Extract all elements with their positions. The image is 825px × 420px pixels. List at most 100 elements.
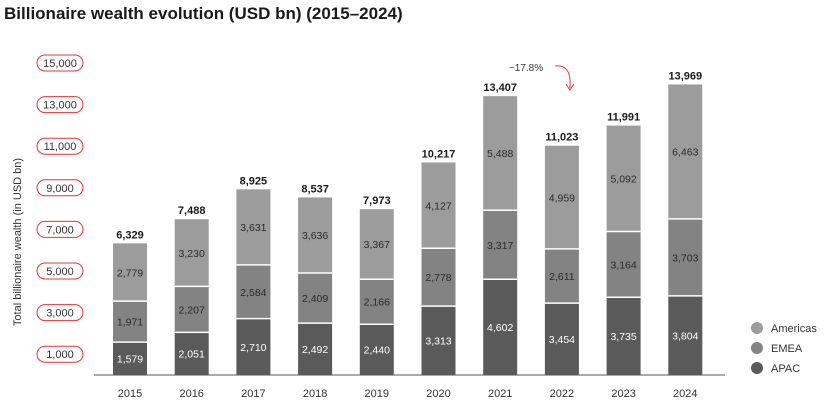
segment-americas-2023 bbox=[606, 125, 641, 232]
segment-emea-2022 bbox=[544, 248, 579, 304]
legend: Americas EMEA APAC bbox=[751, 322, 817, 375]
y-tick-label: 15,000 bbox=[43, 58, 77, 70]
change-annotation: −17.8% bbox=[509, 63, 575, 91]
segment-americas-2019 bbox=[359, 209, 394, 280]
legend-label: Americas bbox=[771, 323, 817, 335]
segment-apac-2017 bbox=[236, 318, 271, 375]
data-label-emea-2015: 1,971 bbox=[117, 317, 143, 329]
y-tick-label: 11,000 bbox=[44, 141, 77, 153]
x-tick-label-2019: 2019 bbox=[365, 388, 389, 400]
segment-emea-2017 bbox=[236, 264, 271, 319]
segment-emea-2019 bbox=[359, 279, 394, 325]
data-label-emea-2017: 2,584 bbox=[240, 287, 266, 299]
data-label-emea-2023: 3,164 bbox=[610, 259, 636, 271]
total-label-2019: 7,973 bbox=[363, 195, 391, 207]
annotation-arrow bbox=[555, 65, 571, 89]
segment-apac-2019 bbox=[359, 324, 394, 375]
total-label-2023: 11,991 bbox=[607, 112, 640, 124]
data-label-apac-2015: 1,579 bbox=[117, 354, 143, 366]
segment-apac-2020 bbox=[421, 306, 456, 375]
legend-marker bbox=[751, 342, 763, 354]
data-label-americas-2023: 5,092 bbox=[610, 174, 636, 186]
data-label-emea-2024: 3,703 bbox=[672, 252, 698, 264]
total-label-2024: 13,969 bbox=[668, 70, 702, 82]
data-label-apac-2016: 2,051 bbox=[179, 349, 205, 361]
data-label-americas-2024: 6,463 bbox=[672, 147, 698, 159]
bar-2024: 3,804 3,703 6,463 13,969 bbox=[668, 70, 703, 375]
bar-2019: 2,440 2,166 3,367 7,973 bbox=[359, 195, 394, 375]
bar-2021: 4,602 3,317 5,488 13,407 bbox=[483, 82, 518, 375]
legend-item-emea: EMEA bbox=[751, 342, 803, 355]
y-tick-label: 1,000 bbox=[46, 349, 74, 361]
y-tick-5,000: 5,000 bbox=[36, 262, 84, 280]
segment-americas-2020 bbox=[421, 162, 456, 249]
x-tick-label-2020: 2020 bbox=[426, 388, 450, 400]
segment-emea-2018 bbox=[298, 273, 333, 324]
y-tick-9,000: 9,000 bbox=[36, 179, 84, 197]
segment-apac-2018 bbox=[298, 323, 333, 375]
data-label-apac-2018: 2,492 bbox=[302, 344, 328, 356]
x-tick-label-2024: 2024 bbox=[673, 388, 697, 400]
bars: 1,579 1,971 2,779 6,329 2,051 2,207 3,230 7,488… bbox=[113, 70, 703, 375]
bar-2020: 3,313 2,778 4,127 10,217 bbox=[421, 148, 456, 375]
x-tick-label-2018: 2018 bbox=[303, 388, 327, 400]
segment-americas-2018 bbox=[298, 197, 333, 274]
x-tick-label-2015: 2015 bbox=[118, 388, 142, 400]
annotation-arrowhead bbox=[565, 83, 575, 91]
segment-apac-2024 bbox=[668, 295, 703, 375]
total-label-2022: 11,023 bbox=[545, 132, 578, 144]
segment-americas-2016 bbox=[174, 219, 209, 287]
y-tick-7,000: 7,000 bbox=[36, 220, 84, 238]
data-label-emea-2019: 2,166 bbox=[364, 297, 390, 309]
segment-americas-2015 bbox=[113, 243, 147, 302]
data-label-americas-2016: 3,230 bbox=[179, 248, 205, 260]
bar-2016: 2,051 2,207 3,230 7,488 bbox=[174, 205, 209, 375]
legend-label: EMEA bbox=[771, 343, 803, 355]
data-label-emea-2020: 2,778 bbox=[425, 272, 451, 284]
y-tick-13,000: 13,000 bbox=[36, 96, 84, 114]
total-label-2015: 6,329 bbox=[116, 229, 144, 241]
legend-label: APAC bbox=[771, 363, 800, 375]
data-label-americas-2017: 3,631 bbox=[240, 222, 266, 234]
y-tick-15,000: 15,000 bbox=[36, 54, 84, 72]
x-tick-label-2022: 2022 bbox=[550, 388, 574, 400]
annotation-label: −17.8% bbox=[509, 63, 543, 74]
segment-emea-2024 bbox=[668, 218, 703, 296]
bar-2015: 1,579 1,971 2,779 6,329 bbox=[113, 229, 147, 375]
data-label-apac-2022: 3,454 bbox=[549, 334, 575, 346]
data-label-americas-2018: 3,636 bbox=[302, 230, 328, 242]
data-label-emea-2016: 2,207 bbox=[179, 304, 205, 316]
y-tick-3,000: 3,000 bbox=[36, 304, 84, 322]
legend-marker bbox=[751, 322, 763, 334]
bar-2023: 3,735 3,164 5,092 11,991 bbox=[606, 112, 641, 375]
y-tick-label: 13,000 bbox=[43, 100, 77, 112]
y-axis-ticks: 1,000 3,000 5,000 7,000 9,000 11,000 13,000 15,… bbox=[36, 54, 84, 363]
legend-item-apac: APAC bbox=[751, 362, 800, 375]
total-label-2021: 13,407 bbox=[483, 82, 517, 94]
segment-americas-2022 bbox=[544, 145, 579, 249]
x-tick-label-2016: 2016 bbox=[179, 388, 203, 400]
bar-2018: 2,492 2,409 3,636 8,537 bbox=[298, 183, 333, 375]
x-tick-label-2023: 2023 bbox=[611, 388, 635, 400]
x-axis-labels: 2015 2016 2017 2018 2019 2020 2021 2022 2023 2024 bbox=[118, 388, 698, 400]
segment-apac-2016 bbox=[174, 332, 209, 375]
total-label-2018: 8,537 bbox=[301, 183, 329, 195]
data-label-americas-2015: 2,779 bbox=[117, 267, 143, 279]
data-label-americas-2019: 3,367 bbox=[364, 239, 390, 251]
segment-emea-2015 bbox=[113, 301, 147, 343]
y-tick-11,000: 11,000 bbox=[36, 137, 84, 155]
data-label-apac-2017: 2,710 bbox=[240, 342, 266, 354]
legend-item-americas: Americas bbox=[751, 322, 817, 335]
segment-apac-2015 bbox=[113, 342, 147, 375]
y-tick-1,000: 1,000 bbox=[36, 345, 84, 363]
segment-apac-2022 bbox=[544, 303, 579, 375]
data-label-apac-2024: 3,804 bbox=[672, 330, 698, 342]
y-tick-label: 3,000 bbox=[46, 308, 74, 320]
total-label-2020: 10,217 bbox=[422, 148, 456, 160]
bar-2017: 2,710 2,584 3,631 8,925 bbox=[236, 175, 271, 375]
x-tick-label-2021: 2021 bbox=[488, 388, 512, 400]
data-label-americas-2022: 4,959 bbox=[549, 192, 575, 204]
y-tick-label: 7,000 bbox=[46, 224, 74, 236]
segment-americas-2021 bbox=[483, 96, 518, 211]
